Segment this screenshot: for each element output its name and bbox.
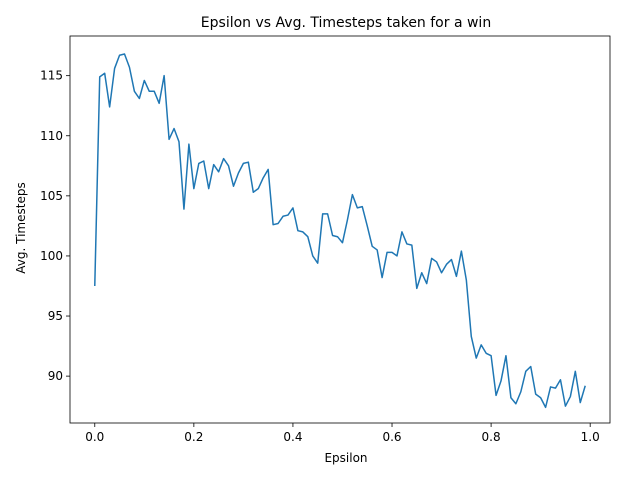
y-axis-label: Avg. Timesteps bbox=[14, 182, 28, 273]
y-tick-label: 90 bbox=[48, 369, 63, 383]
y-tick-label: 95 bbox=[48, 309, 63, 323]
x-tick-label: 1.0 bbox=[581, 430, 600, 444]
y-tick-label: 105 bbox=[40, 189, 63, 203]
y-tick-label: 100 bbox=[40, 249, 63, 263]
x-tick-label: 0.2 bbox=[184, 430, 203, 444]
x-tick-label: 0.0 bbox=[85, 430, 104, 444]
x-tick-label: 0.8 bbox=[482, 430, 501, 444]
y-tick-label: 115 bbox=[40, 69, 63, 83]
x-axis-ticks: 0.0 0.2 0.4 0.6 0.8 1.0 bbox=[85, 423, 600, 444]
series-line bbox=[94, 53, 586, 409]
y-axis-ticks: 90 95 100 105 110 115 bbox=[40, 69, 70, 383]
chart-title: Epsilon vs Avg. Timesteps taken for a wi… bbox=[201, 15, 491, 31]
plot-area bbox=[94, 53, 586, 409]
x-tick-label: 0.4 bbox=[283, 430, 302, 444]
axes-frame bbox=[69, 35, 611, 424]
x-tick-label: 0.6 bbox=[382, 430, 401, 444]
x-axis-label: Epsilon bbox=[324, 451, 367, 465]
y-tick-label: 110 bbox=[40, 129, 63, 143]
